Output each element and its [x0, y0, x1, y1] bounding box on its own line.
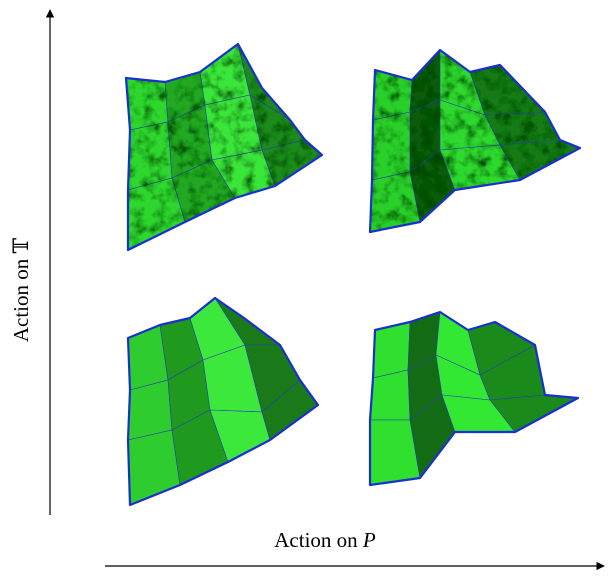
- x-label-variable: P: [362, 528, 376, 552]
- facet: [373, 322, 410, 378]
- facet: [126, 78, 168, 130]
- facet: [128, 380, 172, 440]
- figure: Action on 𝕋 Action on P: [0, 0, 610, 576]
- y-axis-label: Action on 𝕋: [9, 237, 33, 342]
- facet: [372, 112, 410, 180]
- x-label-text: Action on: [274, 528, 363, 552]
- folded-surface: [370, 312, 578, 485]
- facet: [370, 370, 410, 420]
- folded-surface: [126, 44, 322, 250]
- x-axis-label: Action on P: [274, 528, 376, 552]
- folded-surface: [128, 298, 318, 505]
- facet: [128, 430, 180, 505]
- surfaces: [126, 44, 580, 505]
